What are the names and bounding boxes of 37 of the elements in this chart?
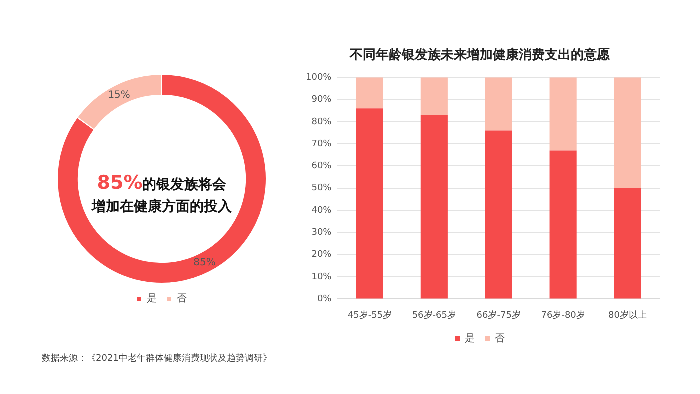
y-tick-label: 100% (306, 72, 332, 83)
source-note: 数据来源：《2021中老年群体健康消费现状及趋势调研》 (42, 352, 272, 365)
x-tick-label: 66岁-75岁 (476, 310, 521, 321)
y-tick-label: 0% (317, 294, 332, 305)
legend-label: 否 (495, 334, 505, 345)
data-label: 15% (108, 90, 130, 101)
y-tick-label: 70% (312, 139, 332, 150)
bar (550, 78, 577, 151)
bar (485, 78, 512, 131)
x-tick-label: 76岁-80岁 (541, 310, 586, 321)
y-tick-label: 30% (312, 228, 332, 238)
y-tick-label: 20% (312, 250, 332, 260)
y-tick-label: 50% (312, 184, 332, 194)
text: 增加在健康方面的投入 (90, 198, 233, 217)
bar (550, 150, 577, 299)
y-tick-label: 10% (312, 272, 332, 282)
x-tick-label: 56岁-65岁 (412, 310, 456, 321)
bar (356, 78, 384, 109)
bar (614, 188, 642, 299)
text: 的银发族将会 (142, 177, 227, 193)
legend-label: 否 (177, 294, 187, 305)
legend-label: 是 (147, 294, 157, 305)
bar (614, 78, 642, 188)
y-tick-label: 80% (312, 117, 332, 128)
bar (420, 78, 448, 116)
y-tick-label: 90% (312, 95, 332, 106)
data-label: 85% (194, 257, 216, 268)
legend-label: 是 (465, 334, 475, 345)
bar (356, 108, 384, 299)
text: 85% (97, 172, 143, 194)
y-tick-label: 40% (312, 206, 332, 216)
chart-title: 不同年龄银发族未来增加健康消费支出的意愿 (349, 47, 611, 64)
bar (420, 115, 448, 299)
bar (485, 130, 512, 299)
x-tick-label: 45岁-55岁 (348, 310, 392, 321)
y-tick-label: 60% (312, 162, 332, 172)
x-tick-label: 80岁以上 (608, 310, 647, 321)
